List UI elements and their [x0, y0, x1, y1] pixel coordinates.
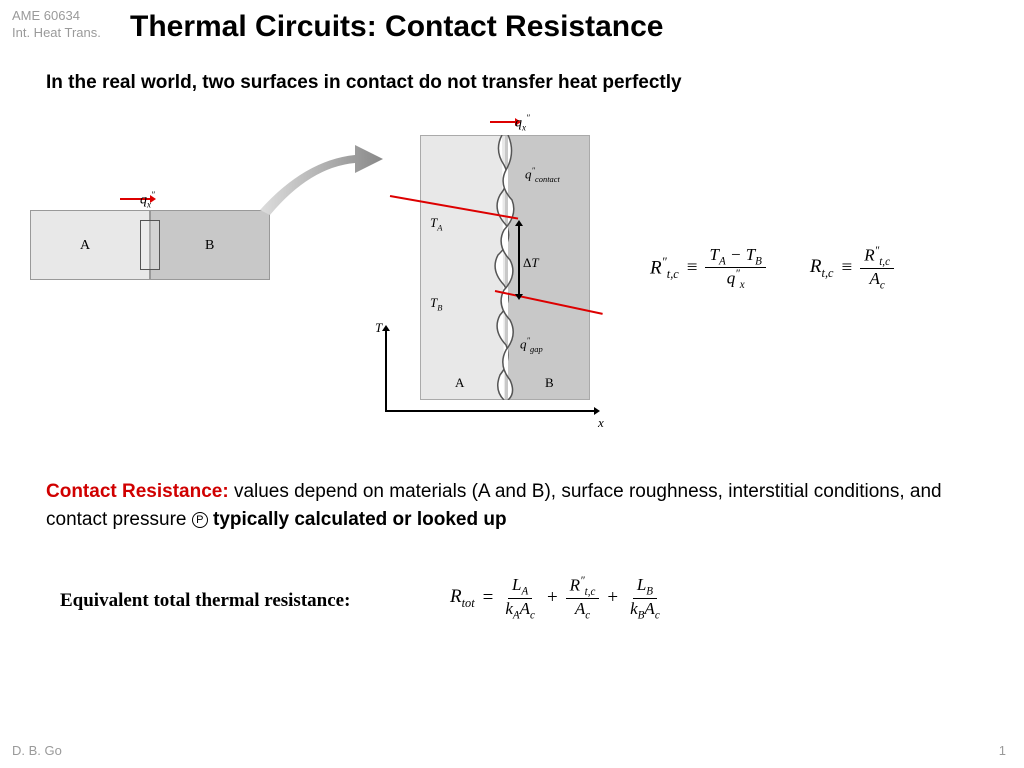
diagram-interface: qx″ q″contact q″gap TA TB ΔT A B T x — [360, 105, 605, 445]
equation-rtot: Rtot = LA kAAc + R″t,c Ac + LB kBAc — [450, 575, 664, 621]
q-contact-label: q″contact — [525, 165, 560, 184]
zoom-b-label: B — [545, 375, 554, 391]
rtot-label: Equivalent total thermal resistance: — [60, 590, 350, 612]
block-b-label: B — [205, 238, 214, 254]
equation-rtc: R″t,c ≡ TA − TB q″x Rt,c ≡ R″t,c Ac — [650, 245, 894, 291]
rough-interface-icon — [492, 135, 518, 400]
flux-arrow-top-icon — [490, 121, 515, 123]
delta-t-label: ΔT — [523, 255, 539, 271]
course-header: AME 60634 Int. Heat Trans. — [12, 8, 101, 42]
contact-lead: Contact Resistance: — [46, 481, 229, 502]
contact-resistance-text: Contact Resistance: values depend on mat… — [46, 478, 976, 533]
t-axis-icon — [385, 330, 387, 410]
block-a-label: A — [80, 238, 90, 254]
tb-label: TB — [430, 295, 442, 313]
page-subtitle: In the real world, two surfaces in conta… — [46, 72, 682, 94]
course-subject: Int. Heat Trans. — [12, 25, 101, 42]
x-axis-label: x — [598, 415, 604, 431]
t-axis-label: T — [375, 320, 382, 336]
circle-p-icon: P — [192, 512, 208, 528]
contact-zoom-box — [140, 220, 160, 270]
footer-author: D. B. Go — [12, 743, 62, 758]
course-code: AME 60634 — [12, 8, 101, 25]
contact-tail: typically calculated or looked up — [208, 509, 507, 530]
ta-label: TA — [430, 215, 442, 233]
page-title: Thermal Circuits: Contact Resistance — [130, 10, 663, 44]
delta-t-arrow-icon — [518, 225, 520, 295]
diagram-blocks: A B qx″ — [30, 180, 270, 290]
footer-page: 1 — [999, 743, 1006, 758]
flux-label-top: qx″ — [515, 113, 530, 132]
flux-label: qx″ — [140, 190, 155, 209]
x-axis-icon — [385, 410, 595, 412]
zoom-a-label: A — [455, 375, 464, 391]
q-gap-label: q″gap — [520, 335, 543, 354]
